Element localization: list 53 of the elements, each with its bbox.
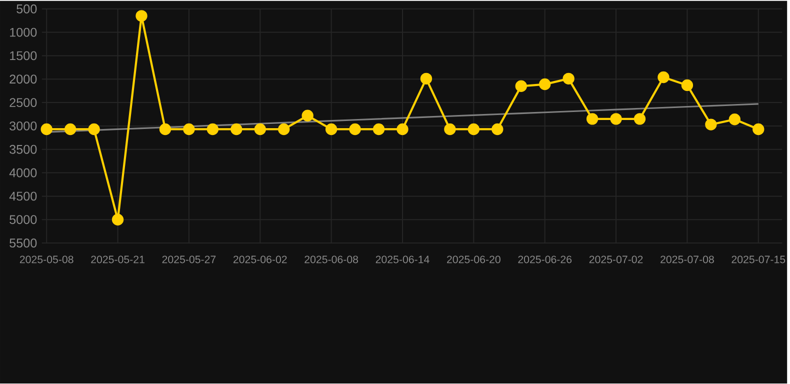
x-tick-label: 2025-06-26: [518, 256, 572, 264]
y-tick-label: 1500: [10, 51, 37, 60]
point: [396, 124, 408, 136]
point: [610, 113, 622, 126]
x-tick-label: 2025-06-20: [447, 256, 500, 264]
point: [634, 113, 646, 126]
y-tick-label: 5000: [10, 215, 37, 224]
y-tick-label: 4000: [9, 168, 37, 178]
x-tick-label: 2025-05-27: [162, 256, 216, 264]
y-tick-label: 3000: [10, 122, 37, 131]
point: [302, 110, 314, 122]
point: [230, 124, 242, 136]
point: [728, 114, 741, 126]
x-tick-label: 2025-06-14: [376, 256, 430, 264]
point: [64, 124, 76, 136]
point: [40, 124, 52, 136]
point: [444, 124, 456, 136]
point: [586, 113, 598, 126]
point: [658, 72, 670, 84]
point: [136, 10, 148, 22]
x-tick-label: 2025-05-21: [91, 256, 144, 264]
x-tick-label: 2025-06-02: [233, 256, 287, 264]
point: [206, 124, 219, 136]
y-tick-label: 3500: [10, 145, 37, 154]
point: [515, 80, 527, 92]
y-tick-label: 4500: [9, 192, 37, 201]
y-tick-label: 2000: [10, 74, 37, 84]
y-tick-label: 1000: [10, 28, 37, 38]
y-tick-label: 500: [16, 4, 37, 14]
point: [539, 78, 551, 90]
point: [254, 124, 266, 136]
x-tick-label: 2025-07-15: [732, 256, 786, 264]
point: [468, 124, 480, 136]
x-tick-label: 2025-06-08: [304, 256, 358, 264]
point: [183, 124, 195, 136]
point: [159, 124, 172, 136]
point: [278, 124, 290, 136]
point: [681, 80, 694, 92]
y-tick-label: 5500: [10, 238, 37, 248]
point: [349, 124, 361, 136]
point: [752, 124, 764, 136]
point: [705, 118, 717, 131]
point: [325, 124, 338, 136]
x-tick-label: 2025-07-08: [660, 256, 714, 264]
point: [492, 124, 504, 136]
point: [372, 124, 385, 136]
point: [562, 73, 574, 85]
point: [420, 73, 432, 85]
point: [88, 124, 100, 136]
x-tick-label: 2025-07-02: [589, 256, 643, 264]
point: [112, 214, 124, 226]
x-tick-label: 2025-05-08: [20, 256, 74, 264]
y-tick-label: 2500: [10, 98, 37, 108]
